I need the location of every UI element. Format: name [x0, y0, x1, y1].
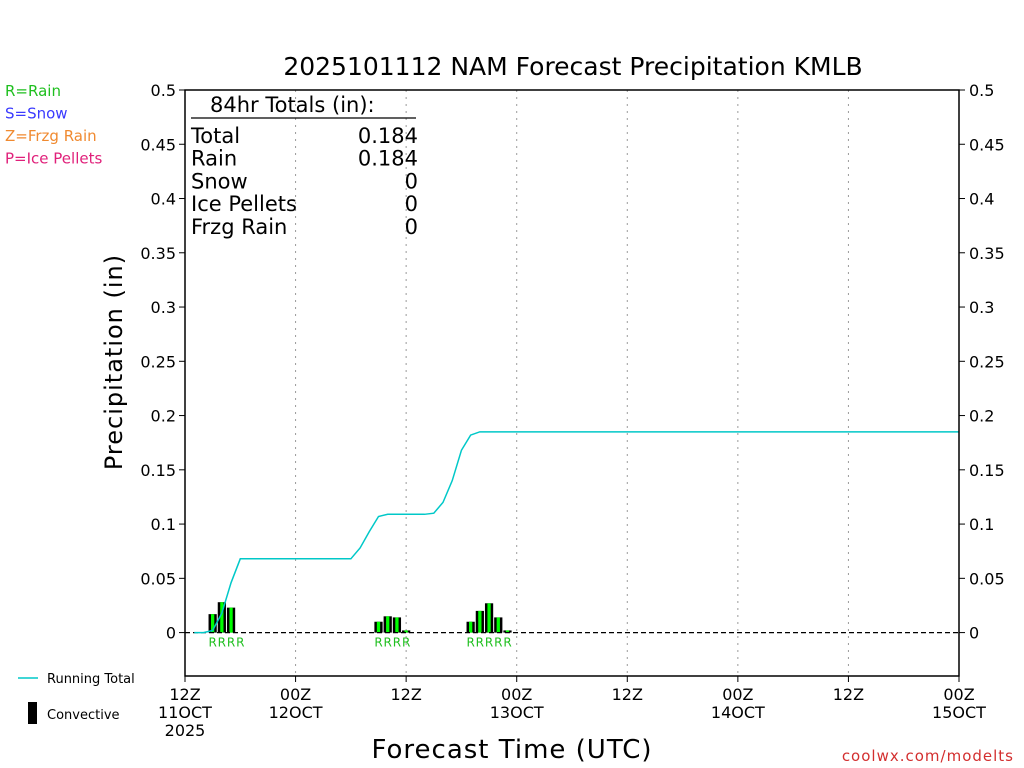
legend-swatch-1 — [28, 702, 37, 724]
ptype-legend-3: P=Ice Pellets — [5, 150, 102, 168]
x-tick-label-1-2: 12OCT — [269, 703, 323, 722]
ptype-marker-7: R — [402, 636, 410, 650]
rain-bar-7 — [404, 630, 408, 633]
ptype-legend-1: S=Snow — [5, 105, 68, 123]
rain-bar-0 — [211, 614, 215, 633]
x-tick-label-7-1: 00Z — [943, 685, 974, 704]
x-tick-label-2-1: 12Z — [390, 685, 421, 704]
x-tick-label-0-3: 2025 — [165, 721, 206, 740]
rain-bar-10 — [487, 603, 491, 633]
ptype-marker-2: R — [227, 636, 235, 650]
ptype-legend: R=Rain S=Snow Z=Frzg Rain P=Ice Pellets — [5, 82, 102, 168]
ptype-marker-6: R — [393, 636, 401, 650]
y-tick-label-right-4: 0.2 — [969, 407, 994, 426]
y-axis-label: Precipitation (in) — [100, 254, 128, 470]
y-tick-label-left-2: 0.1 — [151, 515, 176, 534]
totals-label-3: Ice Pellets — [191, 192, 297, 216]
y-axis-left: 0 0.05 0.1 0.15 0.2 0.25 0.3 0.35 0.4 0.45 0.5 — [140, 81, 185, 643]
ptype-marker-12: R — [503, 636, 511, 650]
legend-label-1: Convective — [47, 708, 120, 723]
ptype-marker-5: R — [384, 636, 392, 650]
y-tick-label-left-4: 0.2 — [151, 407, 176, 426]
rain-bar-4 — [376, 621, 381, 633]
x-tick-label-5-1: 00Z — [722, 685, 753, 704]
totals-label-2: Snow — [191, 169, 248, 193]
totals-value-2: 0 — [405, 169, 418, 193]
totals-value-1: 0.184 — [358, 147, 418, 171]
plot-frame — [184, 89, 960, 677]
y-tick-label-right-0: 0 — [969, 624, 979, 643]
y-tick-label-right-1: 0.05 — [969, 569, 1005, 588]
ptype-marker-0: R — [208, 636, 216, 650]
ptype-marker-1: R — [218, 636, 226, 650]
y-tick-label-right-2: 0.1 — [969, 515, 994, 534]
x-tick-label-4-1: 12Z — [612, 685, 643, 704]
y-tick-label-left-6: 0.3 — [151, 298, 176, 317]
ptype-marker-8: R — [466, 636, 474, 650]
totals-label-0: Total — [190, 124, 240, 148]
y-tick-label-left-8: 0.4 — [151, 190, 176, 209]
running-total-line — [194, 431, 959, 634]
totals-label-4: Frzg Rain — [191, 215, 287, 239]
ptype-marker-11: R — [494, 636, 502, 650]
y-tick-label-left-9: 0.45 — [140, 135, 176, 154]
grid-lines — [295, 90, 849, 676]
rain-bar-8 — [469, 621, 473, 633]
y-tick-label-left-0: 0 — [166, 624, 176, 643]
rain-bar-2 — [229, 607, 233, 633]
x-tick-label-1-1: 00Z — [280, 685, 311, 704]
y-tick-label-left-3: 0.15 — [140, 461, 176, 480]
rain-bar-5 — [386, 616, 390, 633]
y-tick-label-right-3: 0.15 — [969, 461, 1005, 480]
ptype-marker-4: R — [374, 636, 382, 650]
rain-bar-11 — [496, 617, 500, 633]
y-tick-label-left-10: 0.5 — [151, 81, 176, 100]
totals-value-0: 0.184 — [358, 124, 418, 148]
rain-bar-12 — [505, 630, 510, 633]
y-tick-label-right-7: 0.35 — [969, 244, 1005, 263]
totals-label-1: Rain — [191, 147, 237, 171]
y-tick-label-left-7: 0.35 — [140, 244, 176, 263]
y-tick-label-right-10: 0.5 — [969, 81, 994, 100]
y-tick-label-right-5: 0.25 — [969, 352, 1005, 371]
rain-bar-9 — [478, 610, 482, 633]
x-tick-label-3-2: 13OCT — [490, 703, 544, 722]
y-tick-label-left-1: 0.05 — [140, 569, 176, 588]
x-tick-label-5-2: 14OCT — [711, 703, 765, 722]
chart-title: 2025101112 NAM Forecast Precipitation KM… — [283, 52, 862, 81]
x-tick-label-0-1: 12Z — [169, 685, 200, 704]
totals-header: 84hr Totals (in): — [210, 93, 375, 117]
ptype-marker-9: R — [476, 636, 484, 650]
rain-bar-1 — [220, 602, 224, 633]
y-axis-right: 0 0.05 0.1 0.15 0.2 0.25 0.3 0.35 0.4 0.45 0.5 — [959, 81, 1005, 643]
y-tick-label-right-6: 0.3 — [969, 298, 994, 317]
y-tick-label-right-8: 0.4 — [969, 190, 994, 209]
legend-label-0: Running Total — [47, 672, 135, 687]
totals-box: 84hr Totals (in): Total 0.184 Rain 0.184 Snow… — [190, 93, 418, 239]
x-tick-label-3-1: 00Z — [501, 685, 532, 704]
credit-text: coolwx.com/modelts — [842, 747, 1014, 765]
totals-value-4: 0 — [405, 215, 418, 239]
ptype-legend-2: Z=Frzg Rain — [5, 127, 97, 145]
ptype-legend-0: R=Rain — [5, 82, 61, 100]
ptype-marker-3: R — [236, 636, 244, 650]
ptype-marker-10: R — [485, 636, 493, 650]
precip-bars — [208, 602, 512, 633]
y-tick-label-right-9: 0.45 — [969, 135, 1005, 154]
series-legend: Running Total Convective — [18, 672, 135, 724]
rain-bar-6 — [395, 617, 399, 633]
running-total-polyline — [194, 431, 959, 634]
totals-value-3: 0 — [405, 192, 418, 216]
x-tick-label-6-1: 12Z — [833, 685, 864, 704]
x-axis-label: Forecast Time (UTC) — [371, 735, 652, 765]
y-tick-label-left-5: 0.25 — [140, 352, 176, 371]
x-tick-label-7-2: 15OCT — [932, 703, 986, 722]
x-tick-label-0-2: 11OCT — [158, 703, 212, 722]
